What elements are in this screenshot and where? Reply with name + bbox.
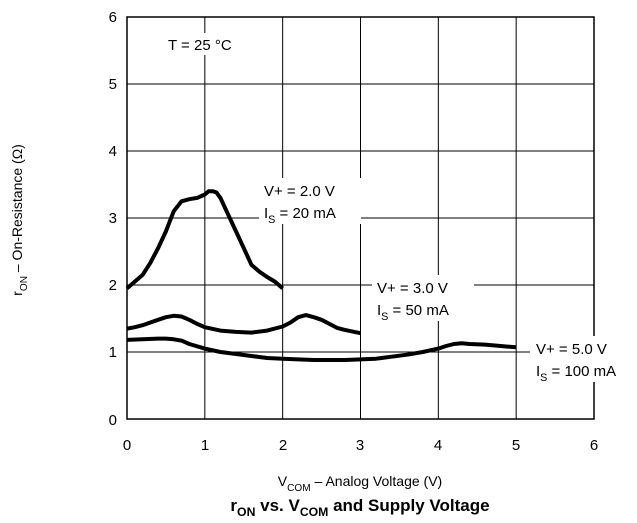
series-label-bg: [530, 336, 637, 382]
x-axis-label: VCOM – Analog Voltage (V): [278, 473, 442, 494]
x-tick-label: 5: [512, 437, 520, 454]
plot-frame: [126, 16, 595, 420]
y-tick-label: 4: [109, 143, 117, 160]
x-tick-label: 2: [279, 437, 287, 454]
series-label-bg: [259, 178, 361, 224]
x-tick-label: 1: [201, 437, 209, 454]
series-label-line2: IS = 20 mA: [264, 205, 336, 226]
series-line-0: [125, 189, 285, 290]
y-tick-label: 6: [109, 9, 117, 26]
series-label-line2: IS = 100 mA: [536, 363, 616, 384]
y-axis-label: rON – On-Resistance (Ω): [9, 144, 30, 296]
series-line-2: [126, 336, 517, 362]
temperature-note-bg: [162, 33, 265, 55]
x-tick-labels: 0 1 2 3 4 5 6: [123, 437, 598, 454]
series-lines: [125, 189, 517, 362]
series-label-line1: V+ = 2.0 V: [264, 183, 335, 200]
y-tick-labels: 0 1 2 3 4 5 6: [109, 9, 117, 429]
y-tick-label: 1: [109, 344, 117, 361]
y-tick-label: 5: [109, 76, 117, 93]
x-tick-label: 6: [590, 437, 598, 454]
series-line-1: [126, 313, 361, 336]
y-tick-label: 0: [109, 412, 117, 429]
series-label-bg: [372, 275, 474, 321]
series-label-line1: V+ = 3.0 V: [377, 280, 448, 297]
x-tick-label: 4: [434, 437, 442, 454]
temperature-note: T = 25 °C: [168, 37, 232, 54]
x-tick-label: 0: [123, 437, 131, 454]
series-label-line2: IS = 50 mA: [377, 302, 449, 323]
y-tick-label: 2: [109, 277, 117, 294]
chart-title: rON vs. VCOM and Supply Voltage: [230, 496, 489, 519]
series-label-line1: V+ = 5.0 V: [536, 341, 607, 358]
y-tick-label: 3: [109, 210, 117, 227]
grid-lines: [127, 17, 594, 419]
x-tick-label: 3: [356, 437, 364, 454]
